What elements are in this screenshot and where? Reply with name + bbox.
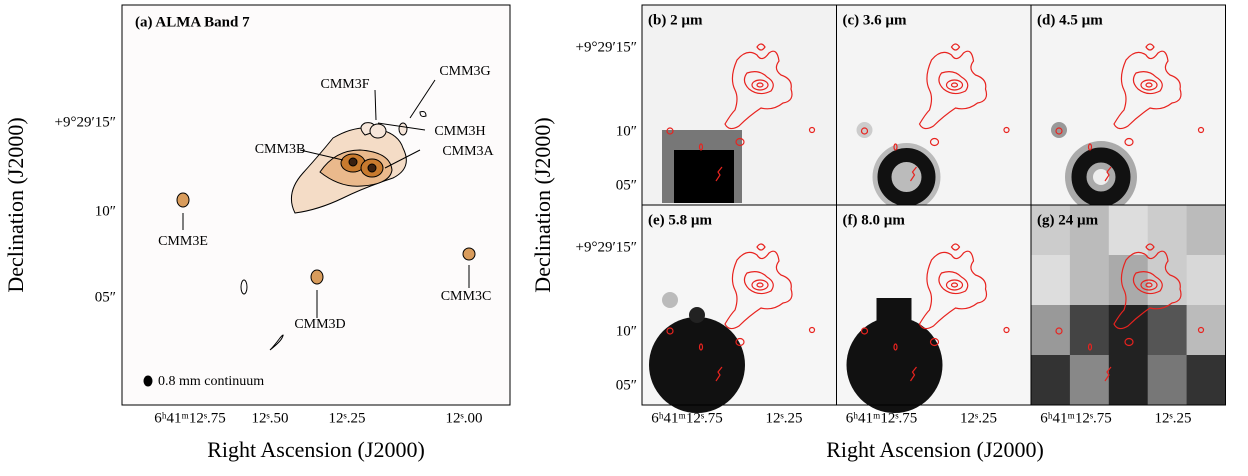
image: [877, 148, 936, 206]
image: [1186, 255, 1226, 306]
panel-title: (g) 24 µm: [1037, 212, 1099, 228]
x-axis-label: Right Ascension (J2000): [207, 437, 425, 462]
x-tick-label: 6ʰ41ᵐ12ˢ.75: [651, 410, 723, 426]
panel: (e) 5.8 µm: [641, 204, 837, 413]
source-label: CMM3G: [439, 64, 490, 79]
source-label: CMM3H: [434, 124, 485, 139]
image: [1069, 305, 1110, 356]
panel: (d) 4.5 µm: [1030, 4, 1226, 213]
image: [1093, 169, 1109, 185]
panel-title: (f) 8.0 µm: [843, 212, 906, 228]
image: [662, 292, 678, 308]
y-tick-label: +9°29′15″: [55, 114, 117, 130]
image: [1186, 355, 1226, 406]
image: [1186, 205, 1226, 256]
y-tick-label: 05″: [95, 289, 116, 305]
frame: [1030, 204, 1226, 406]
x-tick-label: 6ʰ41ᵐ12ˢ.75: [1040, 410, 1112, 426]
y-axis-label: Declination (J2000): [3, 117, 28, 292]
image: [1069, 255, 1110, 306]
panel: (c) 3.6 µm: [836, 4, 1032, 211]
y-axis-label: Declination (J2000): [530, 117, 555, 292]
x-tick-label: 12ˢ.00: [446, 410, 483, 426]
y-tick-label: +9°29′15″: [576, 39, 638, 55]
panel: (f) 8.0 µm: [836, 204, 1032, 413]
panel-title: (b) 2 µm: [648, 12, 703, 28]
x-tick-label: 12ˢ.25: [329, 410, 366, 426]
image: [1108, 255, 1149, 306]
image: [1051, 122, 1067, 138]
panel-title: (a) ALMA Band 7: [135, 14, 250, 30]
y-tick-label: 10″: [616, 123, 637, 139]
source-label: CMM3C: [441, 289, 492, 304]
panel-title: (c) 3.6 µm: [843, 12, 908, 28]
panel-a: (a) ALMA Band 7 CMM3F CMM3G CMM3B CMM3H …: [3, 4, 511, 462]
image: [1069, 205, 1110, 256]
x-axis-label: Right Ascension (J2000): [826, 437, 1044, 462]
source-label: CMM3E: [158, 234, 208, 249]
image: [1108, 355, 1149, 406]
x-tick-label: 6ʰ41ᵐ12ˢ.75: [846, 410, 918, 426]
x-tick-label: 12ˢ.25: [766, 410, 803, 426]
panel: (g) 24 µm: [1030, 204, 1226, 406]
x-tick-label: 12ˢ.25: [960, 410, 997, 426]
y-tick-label: 05″: [616, 177, 637, 193]
image: [1071, 147, 1131, 207]
source-label: CMM3A: [442, 144, 494, 159]
x-tick-label: 12ˢ.50: [252, 410, 289, 426]
panel: (b) 2 µm: [641, 4, 837, 206]
image: [1108, 305, 1149, 356]
image: [1069, 355, 1110, 406]
image: [1186, 305, 1226, 356]
y-tick-label: 05″: [616, 377, 637, 393]
source-pointers: [182, 79, 470, 318]
image: [846, 317, 943, 413]
image: [649, 317, 745, 413]
x-tick-label: 12ˢ.25: [1155, 410, 1192, 426]
source-label: CMM3B: [255, 142, 306, 157]
panel-grid: (b) 2 µm +9°29′15″ 10″ 05″ (c) 3.6 µm (d) 4.5…: [576, 4, 1226, 426]
image: [1031, 205, 1071, 256]
image: [1147, 305, 1188, 356]
y-tick-label: 10″: [616, 323, 637, 339]
source-label: CMM3D: [294, 317, 345, 332]
x-tick-label: 6ʰ41ᵐ12ˢ.75: [154, 410, 226, 426]
y-tick-label: 10″: [95, 203, 116, 219]
image: [876, 298, 912, 338]
beam-label: 0.8 mm continuum: [158, 374, 264, 389]
panel-title: (d) 4.5 µm: [1037, 12, 1103, 28]
image: [689, 307, 705, 323]
continuum-map: [143, 111, 476, 387]
image: [1031, 305, 1071, 356]
y-tick-label: +9°29′15″: [576, 239, 638, 255]
image: [1108, 205, 1149, 256]
image: [674, 150, 734, 203]
image: [1147, 355, 1188, 406]
image: [1031, 355, 1071, 406]
image: [1031, 255, 1071, 306]
panel-title: (e) 5.8 µm: [648, 212, 713, 228]
source-label: CMM3F: [320, 77, 369, 92]
image: [856, 122, 873, 138]
